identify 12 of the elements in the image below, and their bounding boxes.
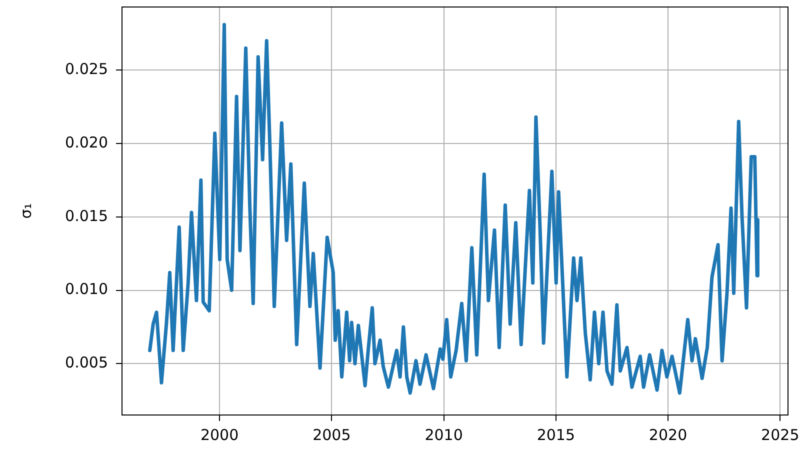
x-tick-label: 2020 bbox=[648, 426, 688, 444]
y-tick-label: 0.015 bbox=[65, 206, 108, 225]
y-tick-label: 0.020 bbox=[65, 133, 108, 152]
x-tick-label: 2000 bbox=[200, 426, 239, 444]
x-tick-label: 2015 bbox=[536, 426, 576, 444]
y-tick-label: 0.010 bbox=[65, 280, 108, 298]
y-axis-title: σ₁ bbox=[16, 203, 35, 219]
x-tick-label: 2025 bbox=[761, 426, 800, 444]
x-tick-label: 2010 bbox=[424, 426, 463, 444]
x-tick-label: 2005 bbox=[312, 426, 351, 444]
y-tick-label: 0.025 bbox=[65, 60, 108, 78]
y-tick-label: 0.005 bbox=[65, 354, 108, 372]
